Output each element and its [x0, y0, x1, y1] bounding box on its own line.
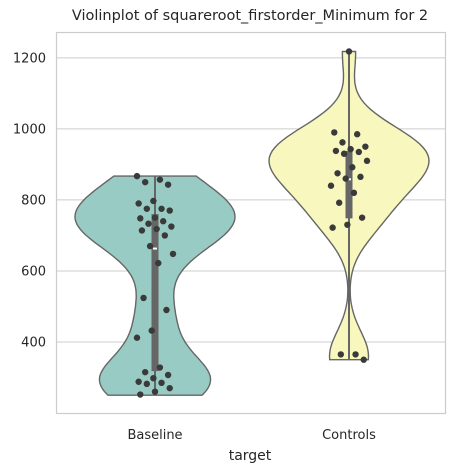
data-point [349, 164, 356, 171]
data-point [137, 215, 144, 222]
x-axis-ticks: Baseline Controls [127, 428, 376, 443]
data-point [159, 218, 167, 225]
iqr-box-baseline [151, 214, 159, 372]
data-point [158, 205, 165, 212]
data-point [150, 197, 157, 205]
data-point [161, 232, 169, 239]
data-point [141, 368, 149, 376]
data-point [151, 214, 159, 221]
data-point [347, 145, 354, 153]
x-axis-label: target [229, 448, 272, 464]
data-point [345, 48, 353, 55]
data-point [135, 378, 142, 385]
data-point [353, 131, 361, 138]
data-point [334, 170, 341, 177]
data-point [362, 143, 369, 150]
data-point [335, 199, 343, 206]
data-point [135, 200, 142, 207]
data-point [141, 178, 149, 186]
y-tick-label: 400 [21, 335, 46, 350]
data-point [143, 205, 151, 212]
data-point [140, 294, 147, 302]
data-point [164, 181, 172, 188]
data-point [355, 148, 363, 156]
data-point [133, 334, 141, 341]
x-tick-label-baseline: Baseline [127, 428, 182, 443]
data-point [350, 189, 358, 197]
data-point [357, 173, 364, 181]
data-point [169, 250, 177, 258]
plot-frame [55, 31, 447, 415]
data-point [166, 384, 173, 392]
x-tick-label-controls: Controls [322, 428, 376, 443]
data-point [146, 242, 154, 250]
data-point [340, 150, 348, 157]
data-point [150, 374, 157, 382]
data-point [133, 172, 141, 180]
data-point [138, 227, 146, 234]
iqr-box-controls [345, 150, 353, 219]
y-tick-label: 1200 [13, 51, 46, 66]
data-point [342, 175, 349, 182]
data-point [331, 129, 338, 136]
data-point [358, 214, 366, 221]
median-marker-controls [347, 178, 351, 181]
data-point [156, 364, 164, 371]
data-point [155, 259, 162, 267]
violins [74, 50, 430, 396]
data-point [339, 139, 346, 146]
data-point [153, 225, 160, 233]
data-point [158, 379, 165, 387]
data-point [327, 182, 335, 189]
data-point [166, 207, 173, 214]
data-point [363, 157, 371, 165]
data-point [337, 351, 345, 358]
y-tick-label: 1000 [13, 122, 46, 137]
data-point [164, 371, 172, 379]
y-tick-label: 800 [21, 193, 46, 208]
data-point [360, 356, 367, 363]
y-axis-ticks: 400 600 800 1000 1200 [13, 51, 46, 350]
data-point [168, 223, 175, 230]
data-point [163, 306, 170, 314]
data-point [137, 391, 144, 398]
data-points [133, 48, 371, 398]
data-point [148, 327, 155, 334]
data-point [156, 176, 164, 183]
chart-title: Violinplot of squareroot_firstorder_Mini… [72, 8, 428, 24]
data-point [329, 224, 336, 231]
data-point [151, 388, 159, 395]
y-tick-label: 600 [21, 264, 46, 279]
data-point [145, 220, 152, 227]
median-marker-baseline [153, 247, 157, 250]
data-point [332, 147, 340, 155]
data-point [352, 351, 359, 358]
data-point [344, 221, 351, 228]
data-point [143, 380, 151, 388]
inner-boxes [151, 51, 353, 396]
